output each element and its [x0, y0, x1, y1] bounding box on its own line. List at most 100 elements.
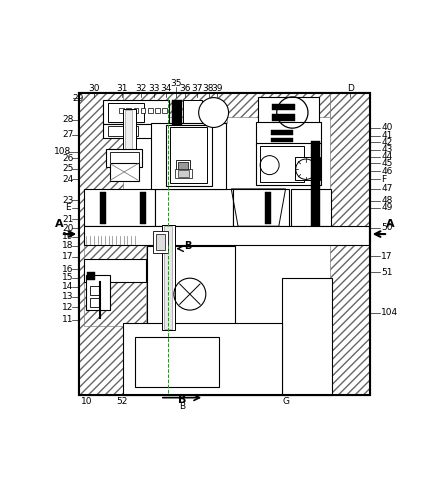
Circle shape: [199, 97, 229, 128]
Text: 15: 15: [62, 273, 74, 282]
Text: A: A: [386, 219, 395, 229]
Bar: [271, 138, 293, 142]
Text: 12: 12: [62, 302, 73, 312]
Bar: [183, 100, 202, 126]
Text: 39: 39: [211, 84, 223, 94]
Text: D: D: [346, 84, 353, 94]
Text: 27: 27: [62, 130, 73, 139]
Bar: [262, 150, 289, 181]
Text: 40: 40: [381, 123, 393, 132]
Bar: [106, 149, 142, 167]
Bar: [156, 234, 166, 250]
Text: 23: 23: [62, 196, 73, 205]
Text: 104: 104: [381, 308, 399, 318]
Bar: [272, 113, 295, 121]
Bar: [155, 108, 159, 112]
Bar: [124, 325, 280, 393]
Bar: [256, 143, 321, 185]
Text: 32: 32: [135, 84, 146, 94]
Bar: [105, 125, 142, 137]
Bar: [265, 192, 271, 224]
Text: 13: 13: [62, 292, 74, 301]
Text: 50: 50: [381, 224, 393, 232]
Text: 45: 45: [381, 159, 393, 168]
Bar: [271, 130, 293, 134]
Bar: [110, 105, 142, 121]
Bar: [282, 278, 332, 394]
Bar: [103, 100, 169, 124]
Bar: [99, 192, 106, 224]
Bar: [166, 125, 212, 186]
Text: 33: 33: [148, 84, 160, 94]
Text: 25: 25: [62, 164, 73, 173]
Bar: [148, 108, 152, 112]
Bar: [84, 259, 146, 282]
Bar: [134, 337, 219, 387]
Bar: [110, 151, 138, 165]
Bar: [152, 123, 226, 189]
Bar: [123, 93, 330, 117]
Bar: [140, 192, 146, 224]
Bar: [79, 93, 370, 394]
Text: 26: 26: [62, 154, 73, 163]
Bar: [162, 225, 175, 330]
Text: 38: 38: [203, 84, 214, 94]
Bar: [147, 246, 235, 330]
Text: 36: 36: [180, 84, 191, 94]
Bar: [79, 93, 124, 394]
Bar: [90, 298, 100, 307]
Bar: [233, 189, 289, 226]
Text: 44: 44: [381, 152, 392, 161]
Bar: [108, 126, 138, 136]
Bar: [260, 147, 304, 182]
Bar: [184, 102, 200, 123]
Text: 47: 47: [381, 185, 393, 193]
Text: 14: 14: [62, 282, 73, 291]
Bar: [256, 122, 321, 145]
Bar: [293, 190, 329, 225]
Text: G: G: [282, 397, 289, 406]
Bar: [235, 190, 287, 225]
Bar: [330, 93, 370, 394]
Bar: [261, 98, 317, 121]
Text: 24: 24: [62, 174, 73, 184]
Bar: [87, 272, 95, 280]
Text: 28: 28: [62, 115, 73, 124]
Bar: [110, 163, 138, 181]
Text: 52: 52: [116, 397, 127, 406]
Bar: [178, 162, 188, 172]
Text: 17: 17: [62, 252, 74, 262]
Bar: [172, 100, 182, 126]
Bar: [149, 247, 233, 328]
Bar: [272, 104, 295, 110]
Bar: [178, 170, 189, 177]
Bar: [125, 110, 132, 170]
Text: B: B: [178, 395, 186, 405]
Bar: [108, 103, 144, 122]
Bar: [123, 369, 330, 394]
Text: 108: 108: [53, 147, 71, 156]
Text: 42: 42: [381, 138, 392, 147]
Text: 18: 18: [62, 242, 74, 250]
Text: A: A: [54, 219, 63, 229]
Bar: [79, 93, 370, 394]
Text: 30: 30: [88, 84, 99, 94]
Bar: [108, 150, 140, 166]
Bar: [164, 226, 172, 329]
Bar: [295, 157, 319, 180]
Text: 49: 49: [381, 204, 393, 212]
Text: 10: 10: [81, 397, 93, 406]
Text: 43: 43: [381, 146, 393, 154]
Text: 29: 29: [72, 94, 84, 103]
Bar: [284, 279, 329, 393]
Bar: [103, 124, 169, 138]
Bar: [176, 160, 190, 174]
Text: 16: 16: [62, 264, 74, 274]
Text: B: B: [184, 241, 192, 251]
Text: 48: 48: [381, 196, 393, 206]
Bar: [200, 110, 227, 123]
Bar: [170, 128, 207, 183]
Bar: [86, 275, 110, 310]
Bar: [127, 108, 131, 112]
Bar: [123, 323, 282, 394]
